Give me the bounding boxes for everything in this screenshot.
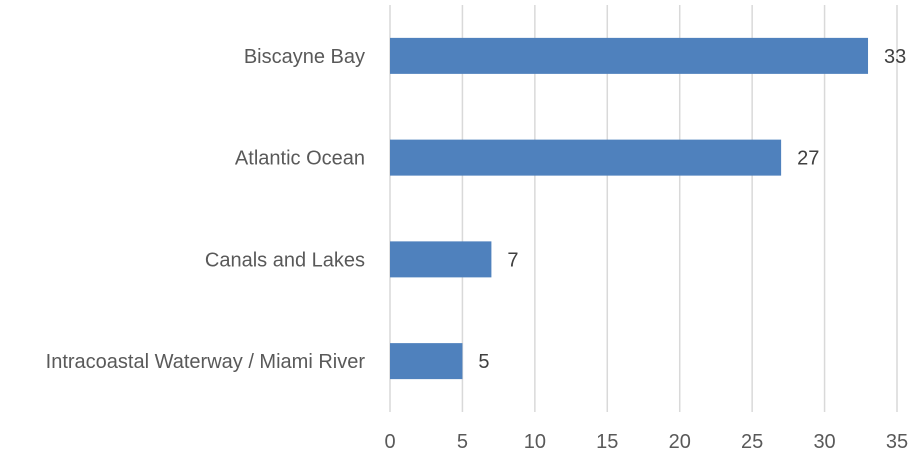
x-tick-label: 5 xyxy=(457,431,468,453)
x-tick-label: 0 xyxy=(384,431,395,453)
x-tick-label: 30 xyxy=(813,431,835,453)
category-label: Intracoastal Waterway / Miami River xyxy=(46,351,366,373)
category-label: Atlantic Ocean xyxy=(235,148,365,170)
category-label: Canals and Lakes xyxy=(205,249,365,271)
x-tick-label: 10 xyxy=(524,431,546,453)
x-tick-label: 15 xyxy=(596,431,618,453)
category-label: Biscayne Bay xyxy=(244,46,365,68)
bar-4 xyxy=(390,343,463,380)
bars xyxy=(390,37,869,380)
data-label: 7 xyxy=(507,249,518,271)
data-label: 33 xyxy=(884,46,906,68)
bar-1 xyxy=(390,37,869,74)
bar-3 xyxy=(390,241,492,278)
category-labels: Biscayne Bay Atlantic Ocean Canals and Lak… xyxy=(46,46,366,373)
x-tick-label: 20 xyxy=(669,431,691,453)
data-label: 27 xyxy=(797,148,819,170)
x-tick-label: 25 xyxy=(741,431,763,453)
data-label: 5 xyxy=(478,351,489,373)
x-tick-label: 35 xyxy=(886,431,908,453)
data-labels: 33 27 7 5 xyxy=(478,46,906,373)
x-tick-labels: 0 5 10 15 20 25 30 35 xyxy=(384,431,908,453)
bar-2 xyxy=(390,139,782,176)
